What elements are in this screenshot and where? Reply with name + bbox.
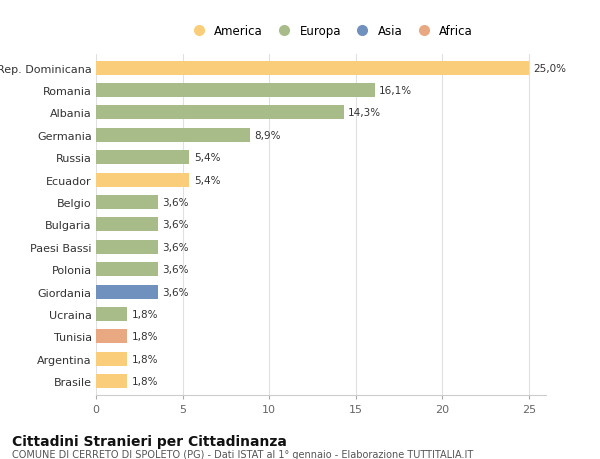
Text: 3,6%: 3,6% (163, 242, 189, 252)
Text: Cittadini Stranieri per Cittadinanza: Cittadini Stranieri per Cittadinanza (12, 434, 287, 448)
Text: 3,6%: 3,6% (163, 287, 189, 297)
Bar (96, 263, 158, 276)
Bar (96, 375, 127, 388)
Text: 1,8%: 1,8% (131, 309, 158, 319)
Text: 3,6%: 3,6% (163, 264, 189, 274)
Text: 3,6%: 3,6% (163, 220, 189, 230)
Bar (96, 308, 127, 321)
Bar (96, 285, 158, 299)
Text: 1,8%: 1,8% (131, 354, 158, 364)
Text: 8,9%: 8,9% (254, 130, 281, 140)
Text: 5,4%: 5,4% (194, 153, 220, 163)
Text: 16,1%: 16,1% (379, 86, 412, 96)
Bar (96, 352, 127, 366)
Bar (96, 174, 190, 187)
Text: 3,6%: 3,6% (163, 197, 189, 207)
Bar (96, 62, 529, 75)
Text: 1,8%: 1,8% (131, 332, 158, 341)
Bar (96, 129, 250, 142)
Bar (96, 84, 374, 98)
Legend: America, Europa, Asia, Africa: America, Europa, Asia, Africa (182, 20, 478, 43)
Text: 14,3%: 14,3% (348, 108, 381, 118)
Text: 1,8%: 1,8% (131, 376, 158, 386)
Bar (96, 196, 158, 209)
Text: 25,0%: 25,0% (533, 63, 566, 73)
Bar (96, 218, 158, 232)
Text: 5,4%: 5,4% (194, 175, 220, 185)
Text: COMUNE DI CERRETO DI SPOLETO (PG) - Dati ISTAT al 1° gennaio - Elaborazione TUTT: COMUNE DI CERRETO DI SPOLETO (PG) - Dati… (12, 449, 473, 459)
Bar (96, 241, 158, 254)
Bar (96, 151, 190, 165)
Bar (96, 106, 344, 120)
Bar (96, 330, 127, 344)
